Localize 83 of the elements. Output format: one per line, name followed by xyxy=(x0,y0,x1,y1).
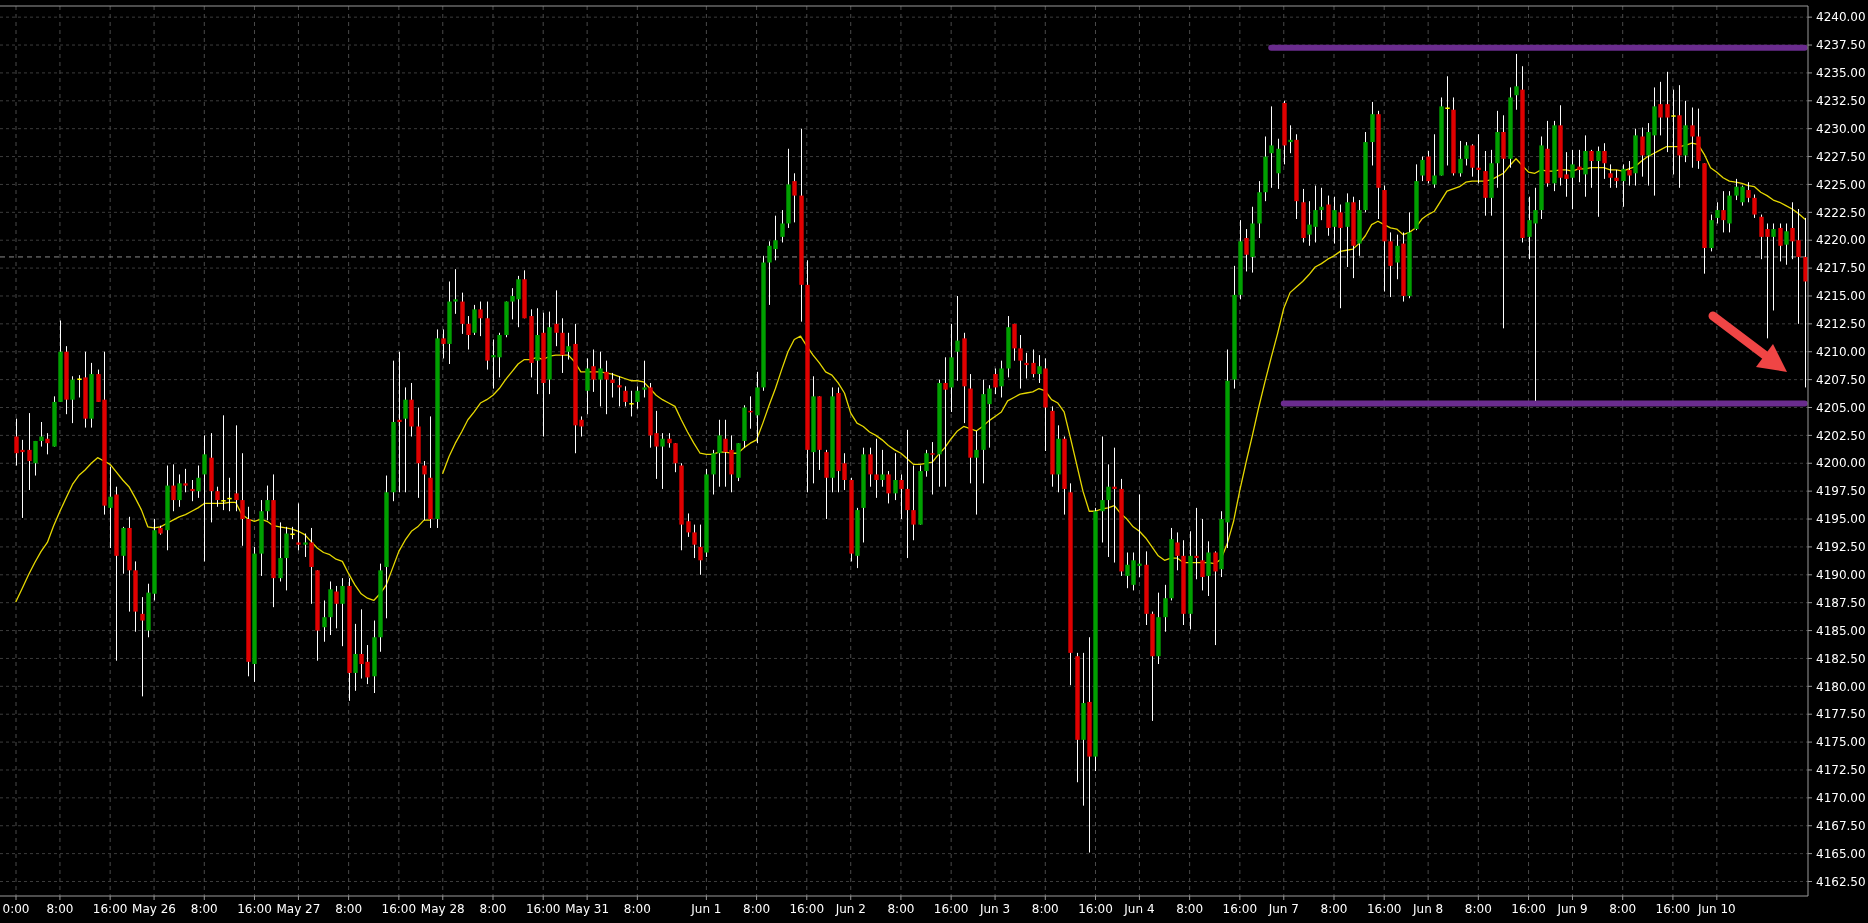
y-tick-label: 4170.00 xyxy=(1816,791,1866,806)
x-tick-label: 8:00 xyxy=(1031,902,1059,916)
x-tick-label: May 27 xyxy=(276,902,321,916)
y-tick-label: 4175.00 xyxy=(1816,735,1866,750)
y-tick-label: 4167.50 xyxy=(1816,818,1866,833)
x-tick-label: 16:00 xyxy=(1366,902,1402,916)
x-tick-label: 16:00 xyxy=(1655,902,1691,916)
x-tick-label: 16:00 xyxy=(237,902,272,916)
x-tick-label: Jun 2 xyxy=(834,902,866,916)
y-tick-label: 4210.00 xyxy=(1816,344,1866,359)
y-tick-label: 4197.50 xyxy=(1816,484,1866,499)
y-tick-label: 4180.00 xyxy=(1816,679,1866,694)
y-tick-label: 4232.50 xyxy=(1816,94,1866,108)
x-tick-label: Jun 7 xyxy=(1267,902,1299,916)
y-tick-label: 4205.00 xyxy=(1816,400,1866,415)
candlestick xyxy=(1476,134,1481,184)
x-tick-label: 16:00 xyxy=(525,902,561,916)
y-tick-label: 4162.50 xyxy=(1816,874,1866,889)
x-tick-label: 8:00 xyxy=(743,902,771,916)
candlestick xyxy=(453,269,458,314)
x-tick-label: 8:00 xyxy=(1464,902,1492,916)
x-tick-label: Jun 3 xyxy=(978,902,1011,916)
candlestick xyxy=(1269,106,1274,188)
x-tick-label: 8:00 xyxy=(335,902,363,916)
y-tick-label: 4225.00 xyxy=(1816,177,1866,192)
x-tick-label: 16:00 xyxy=(381,902,417,916)
y-tick-label: 4215.00 xyxy=(1816,289,1866,304)
x-tick-label: May 28 xyxy=(420,902,465,916)
candlestick xyxy=(1319,187,1324,221)
x-tick-label: 16:00 xyxy=(1078,902,1113,916)
x-tick-label: May 31 xyxy=(565,902,610,916)
y-tick-label: 4202.50 xyxy=(1816,428,1866,443)
x-tick-label: Jun 1 xyxy=(690,902,722,916)
y-tick-label: 4230.00 xyxy=(1816,121,1866,136)
y-tick-label: 4240.00 xyxy=(1816,10,1866,25)
x-tick-label: 8:00 xyxy=(479,902,507,916)
x-tick-label: 16:00 xyxy=(1222,902,1258,916)
x-tick-label: Jun 9 xyxy=(1556,902,1588,916)
y-tick-label: 4192.50 xyxy=(1816,540,1866,555)
x-tick-label: Jun 10 xyxy=(1696,902,1736,916)
candlestick xyxy=(1024,352,1029,379)
x-tick-label: 16:00 xyxy=(933,902,969,916)
candlestick xyxy=(874,438,879,498)
y-tick-label: 4172.50 xyxy=(1816,763,1866,778)
y-tick-label: 4207.50 xyxy=(1816,372,1866,387)
y-tick-label: 4212.50 xyxy=(1816,317,1866,332)
y-tick-label: 4222.50 xyxy=(1816,205,1866,220)
y-tick-label: 4217.50 xyxy=(1816,261,1866,276)
y-tick-label: 4185.00 xyxy=(1816,623,1866,638)
candlestick xyxy=(943,357,948,487)
x-tick-label: 8:00 xyxy=(46,902,74,916)
y-tick-label: 4220.00 xyxy=(1816,233,1866,248)
candlestick xyxy=(974,430,979,515)
candlestick xyxy=(617,376,622,407)
y-tick-label: 4195.00 xyxy=(1816,512,1866,527)
y-tick-label: 4200.00 xyxy=(1816,456,1866,471)
x-tick-label: Jun 4 xyxy=(1123,902,1155,916)
x-tick-label: 8:00 xyxy=(1320,902,1348,916)
y-tick-label: 4227.50 xyxy=(1816,149,1866,164)
x-tick-label: 16:00 xyxy=(92,902,128,916)
y-tick-label: 4187.50 xyxy=(1816,595,1866,610)
y-tick-label: 4165.00 xyxy=(1816,846,1866,861)
candlestick xyxy=(930,442,935,495)
y-tick-label: 4235.00 xyxy=(1816,66,1866,81)
y-tick-label: 4190.00 xyxy=(1816,568,1866,582)
x-tick-label: Jun 8 xyxy=(1412,902,1444,916)
candlestick xyxy=(1288,125,1293,154)
x-tick-label: 8:00 xyxy=(190,902,218,916)
candlestick xyxy=(1445,76,1450,166)
x-tick-label: May 26 xyxy=(132,902,177,916)
x-tick-label: 0:00 xyxy=(2,902,30,916)
x-tick-label: 8:00 xyxy=(1176,902,1204,916)
candlestick xyxy=(397,351,402,493)
x-tick-label: 8:00 xyxy=(1609,902,1637,916)
y-tick-label: 4237.50 xyxy=(1816,38,1866,53)
y-tick-label: 4177.50 xyxy=(1816,707,1866,722)
y-tick-label: 4182.50 xyxy=(1816,651,1866,666)
candlestick xyxy=(296,503,301,551)
x-tick-label: 16:00 xyxy=(789,902,825,916)
x-tick-label: 16:00 xyxy=(1511,902,1546,916)
candlestick xyxy=(1577,149,1582,183)
x-tick-label: 8:00 xyxy=(887,902,915,916)
x-tick-label: 8:00 xyxy=(623,902,651,916)
